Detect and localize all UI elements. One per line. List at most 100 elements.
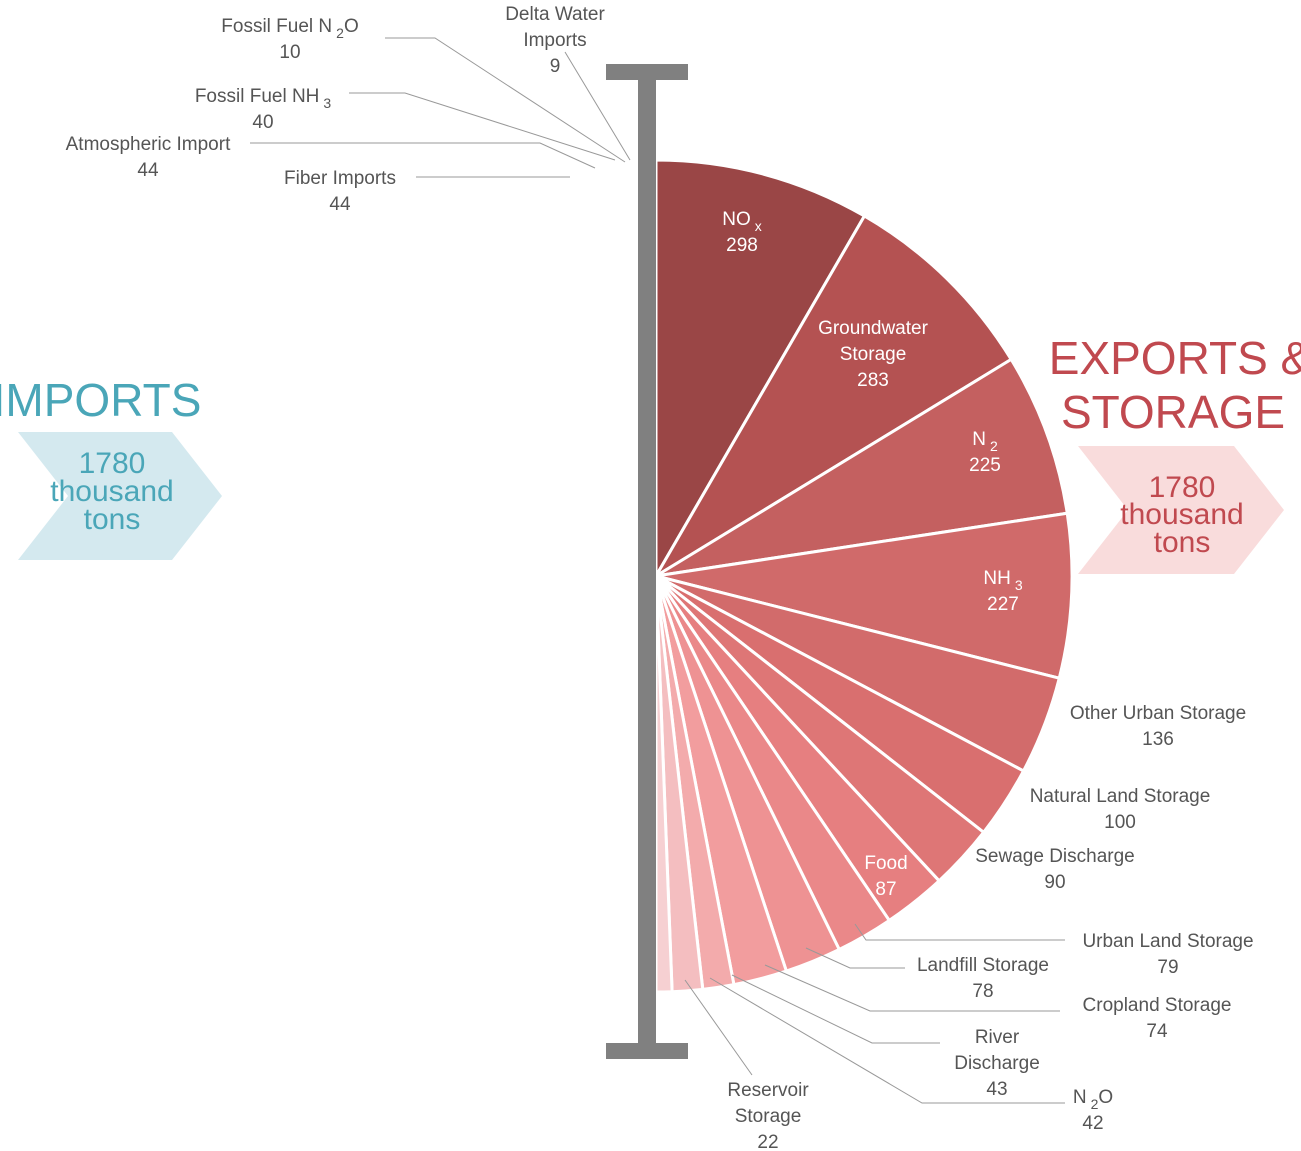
label-fiber-imports: Fiber Imports 44 (284, 168, 396, 215)
exports-heading: EXPORTS & (1049, 332, 1301, 384)
label-riverdischarge: River Discharge 43 (954, 1027, 1040, 1100)
label-other-urban-storage: Other Urban Storage 136 (1070, 703, 1246, 750)
leader-line (385, 37, 626, 163)
slice-name-label: Sewage Discharge (975, 846, 1134, 867)
slice-name-label: NH 3 (983, 568, 1022, 593)
label-groundwaterstorage: Groundwater Storage 283 (818, 318, 929, 391)
slice-name-label: Storage (735, 1106, 802, 1127)
slice-name-label: Imports (523, 30, 586, 51)
slice-value-label: 44 (329, 194, 351, 215)
leader-line (250, 142, 596, 169)
slice-value-label: 79 (1157, 957, 1178, 978)
slice-value-label: 22 (757, 1132, 778, 1151)
slice-value-label: 227 (987, 594, 1019, 615)
slice-groundwaterstorage (654, 213, 1014, 578)
imports-total-unit: thousand (50, 475, 173, 508)
leader-line (854, 923, 1065, 941)
imports-summary: IMPORTS 1780 thousand tons (0, 374, 222, 560)
slice-value-label: 283 (857, 370, 889, 391)
label-synthetic-fixation: Synthetic Fixation 650 (402, 832, 552, 879)
slice-value-label: 87 (875, 879, 896, 900)
label-naturallands: Natural Lands Fixation 153 (475, 218, 542, 317)
label-urban-land-storage: Urban Land Storage 79 (1082, 931, 1253, 978)
label-landfill-storage: Landfill Storage 78 (917, 955, 1049, 1002)
slice-value-label: 78 (972, 981, 993, 1002)
slice-value-label: 396 (313, 601, 345, 622)
slice-value-label: 42 (1082, 1113, 1103, 1134)
slice-nh3 (655, 511, 1074, 681)
slice-name-label: Delta Water (505, 4, 605, 25)
label-sewage-discharge: Sewage Discharge 90 (975, 846, 1134, 893)
slice-n2 (655, 357, 1069, 578)
slice-name-label: Feed Imports (290, 408, 402, 429)
slice-name-label: Groundwater (818, 318, 929, 339)
slice-name-label: Cropland (376, 288, 453, 309)
exports-arrow-front (1154, 446, 1284, 574)
slice-name-label: Fixation (382, 314, 449, 335)
label-fossil-fuel-nh3: Fossil Fuel NH 340 (195, 86, 332, 133)
slice-value-label: 43 (986, 1079, 1007, 1100)
slice-name-label: Natural (477, 218, 538, 239)
slice-name-label: Food (864, 853, 907, 874)
slice-value-label: 9 (550, 56, 561, 77)
label-natural-land-storage: Natural Land Storage 100 (1030, 786, 1211, 833)
leader-line (684, 979, 753, 1076)
slice-value-label: 216 (399, 340, 431, 361)
leader-line (709, 977, 1065, 1104)
leader-lines (250, 37, 1065, 1104)
slice-name-label: Fixation (475, 270, 542, 291)
imports-total-unit-2: tons (84, 503, 141, 536)
label-croplandfixation: Cropland Fixation 216 (376, 288, 453, 361)
slice-name-label: Atmospheric Import (66, 134, 231, 155)
slice-name-label: Synthetic Fixation (402, 832, 552, 853)
slice-name-label: Landfill Storage (917, 955, 1049, 976)
label-atmospheric-import: Atmospheric Import 44 (66, 134, 231, 181)
exports-heading-2: STORAGE (1061, 386, 1285, 438)
label-delta-waterimports: Delta Water Imports 9 (505, 4, 605, 77)
imports-total-value: 1780 (79, 447, 146, 480)
leader-line (731, 974, 940, 1044)
imports-heading: IMPORTS (0, 374, 201, 426)
exports-total-value: 1780 (1149, 471, 1216, 504)
slice-name-label: Fossil Fuel NH 3 (195, 86, 332, 111)
leader-line (805, 947, 905, 969)
slice-name-label: Storage (840, 344, 907, 365)
label-cropland-storage: Cropland Storage 74 (1083, 995, 1232, 1042)
slice-value-label: 220 (330, 434, 362, 455)
slice-name-label: River (975, 1027, 1020, 1048)
slice-name-label: Discharge (954, 1053, 1040, 1074)
slice-name-label: Natural Land Storage (1030, 786, 1211, 807)
slice-value-label: 10 (279, 42, 300, 63)
slice-value-label: 100 (1104, 812, 1136, 833)
slice-value-label: 650 (461, 858, 493, 879)
imports-arrow-front (98, 432, 222, 560)
slice-value-label: 136 (1142, 729, 1174, 750)
slice-value-label: 90 (1044, 872, 1065, 893)
label-feed-imports: Feed Imports 220 (290, 408, 402, 455)
slice-value-label: 298 (726, 235, 758, 256)
slice-value-label: 225 (969, 455, 1001, 476)
leader-line (764, 964, 1060, 1012)
leader-line (564, 51, 631, 161)
divider-bar (606, 64, 688, 1059)
label-food: Food 87 (864, 853, 907, 900)
slice-name-label: N 2O (1073, 1087, 1113, 1112)
slice-value-label: 44 (137, 160, 159, 181)
slice-reservoirstorage (654, 575, 674, 994)
slice-name-label: Urban Land Storage (1082, 931, 1253, 952)
slice-name-label: Fiber Imports (284, 168, 396, 189)
leader-line (349, 92, 616, 161)
pie-slices (633, 158, 1074, 994)
slice-name-label: Fossil Fuel NO x (261, 575, 398, 600)
exports-total-unit: thousand (1120, 498, 1243, 531)
exports-summary: EXPORTS & STORAGE 1780 thousand tons (1049, 332, 1301, 574)
